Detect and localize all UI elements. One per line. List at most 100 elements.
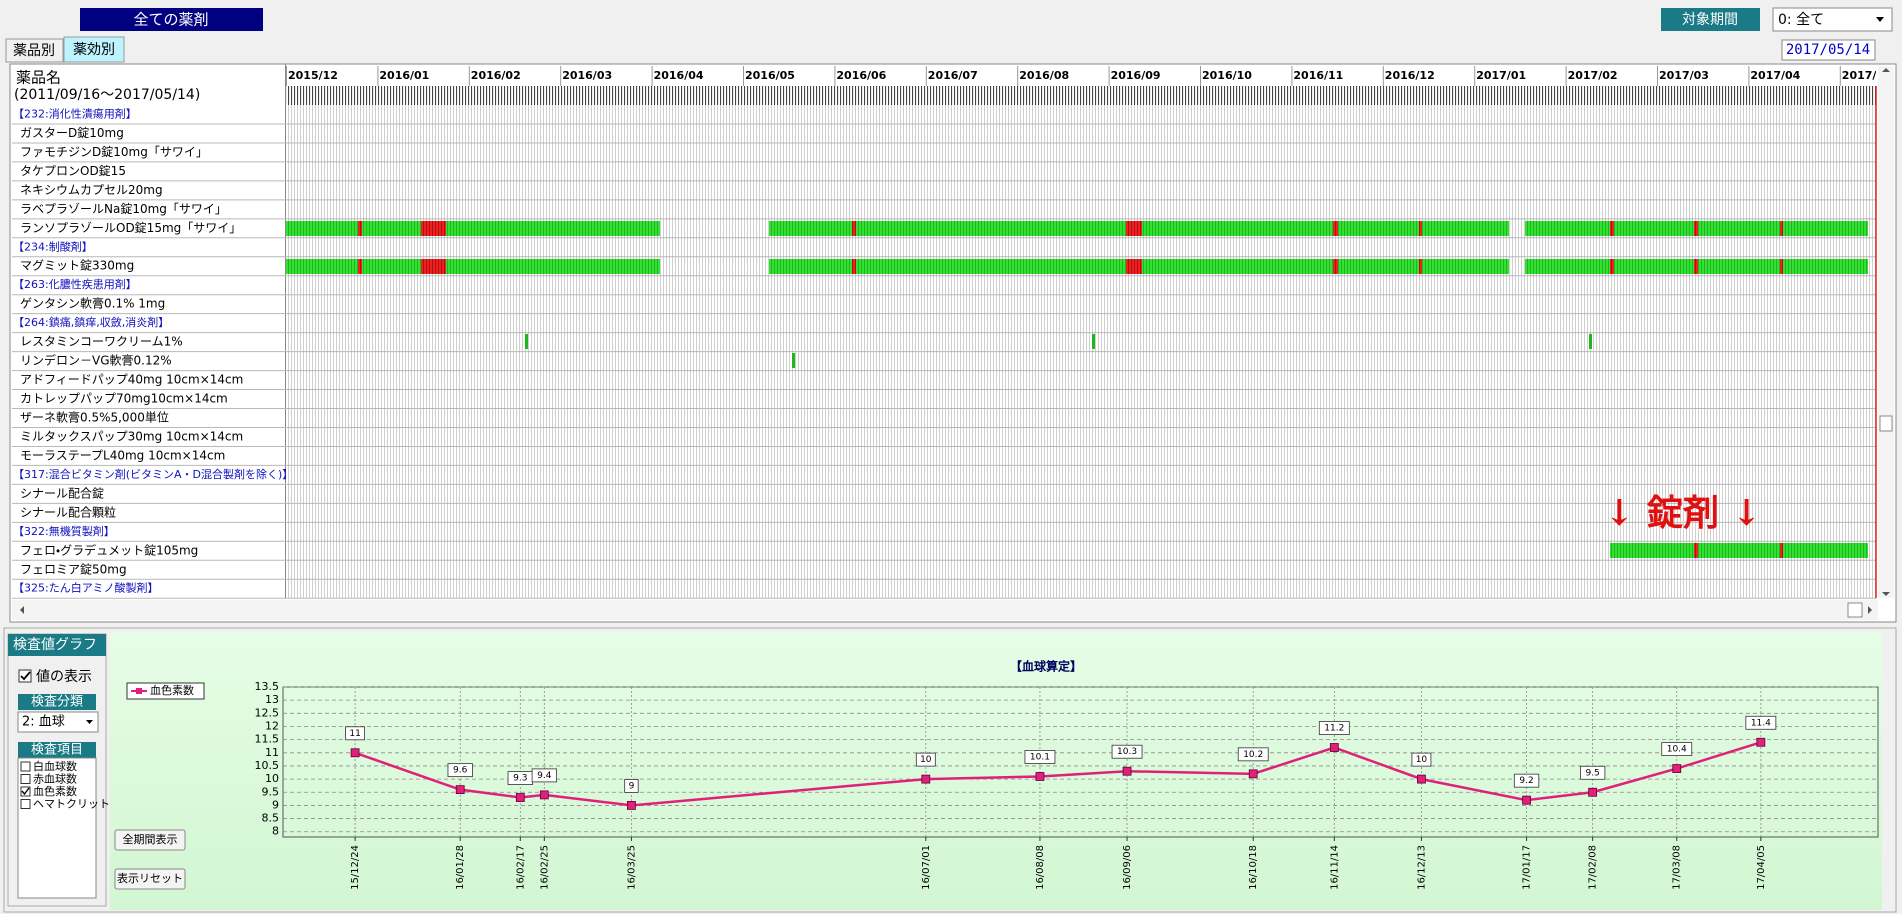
checkbox-label[interactable]: 血色素数 bbox=[33, 784, 77, 798]
drug-label: フェロミア錠50mg bbox=[20, 562, 127, 576]
dropdown-arrow[interactable] bbox=[86, 720, 93, 724]
month-label: 2017/02 bbox=[1568, 69, 1618, 82]
dose-mark bbox=[1694, 259, 1698, 274]
point bbox=[1756, 737, 1766, 747]
x-tick-label: 16/01/28 bbox=[455, 845, 466, 890]
button-label[interactable]: 全期間表示 bbox=[123, 832, 178, 846]
month-label: 2016/02 bbox=[471, 69, 521, 82]
value-label-box bbox=[1513, 773, 1540, 788]
scroll-up[interactable] bbox=[1882, 68, 1890, 72]
checkbox[interactable] bbox=[20, 786, 31, 797]
value-label: 9.2 bbox=[1519, 776, 1533, 786]
value-label-box bbox=[1579, 765, 1606, 780]
value-label-box bbox=[1745, 715, 1777, 730]
dose-bar bbox=[1092, 334, 1095, 349]
tab[interactable] bbox=[5, 38, 64, 63]
y-tick-label: 13.5 bbox=[255, 680, 280, 693]
dose-bar bbox=[286, 259, 660, 274]
check-mark[interactable] bbox=[21, 787, 30, 796]
category-label: 検査分類 bbox=[31, 695, 83, 710]
drug-label: ザーネ軟膏0.5%5,000単位 bbox=[20, 410, 169, 425]
h-scroll-thumb[interactable] bbox=[1847, 602, 1863, 618]
button[interactable] bbox=[114, 868, 186, 890]
category-label: 【263:化膿性疾患用剤】 bbox=[13, 277, 137, 291]
value-label: 11.4 bbox=[1751, 718, 1771, 728]
dose-mark bbox=[1126, 221, 1142, 236]
checkbox[interactable] bbox=[20, 774, 31, 784]
drug-rows: 【232:消化性潰瘍用剤】ガスターD錠10mg ファモチジンD錠10mg「サワイ」… bbox=[12, 106, 1876, 599]
month-label: 2017/03 bbox=[1659, 69, 1709, 82]
month-label: 2016/07 bbox=[928, 69, 978, 82]
period-select[interactable] bbox=[1772, 7, 1893, 32]
month-label: 2016/04 bbox=[654, 69, 704, 82]
check-mark[interactable] bbox=[20, 671, 31, 681]
x-tick-label: 16/03/25 bbox=[626, 845, 637, 890]
month-label: 2016/08 bbox=[1019, 69, 1069, 82]
panel-title: 検査値グラフ bbox=[13, 637, 97, 653]
annotation: ↓ 錠剤 ↓ bbox=[1604, 492, 1761, 534]
point bbox=[350, 748, 360, 758]
v-scrollbar[interactable] bbox=[1878, 66, 1894, 598]
point bbox=[1329, 743, 1339, 752]
y-tick-label: 12 bbox=[265, 719, 279, 732]
button-label[interactable]: 表示リセット bbox=[117, 872, 183, 885]
tab-active[interactable] bbox=[63, 36, 125, 63]
y-tick-label: 13 bbox=[265, 693, 279, 706]
v-scroll-thumb[interactable] bbox=[1879, 415, 1893, 432]
checkbox-label[interactable]: 値の表示 bbox=[36, 669, 92, 685]
dose-mark bbox=[1333, 259, 1338, 274]
label-box bbox=[18, 742, 96, 758]
checkbox[interactable] bbox=[20, 799, 31, 809]
category-select[interactable] bbox=[17, 711, 99, 733]
y-tick-label: 12.5 bbox=[255, 706, 280, 719]
drug-label: ゲンタシン軟膏0.1% 1mg bbox=[20, 296, 165, 311]
button[interactable] bbox=[114, 829, 186, 851]
dropdown-arrow[interactable] bbox=[1876, 17, 1884, 22]
title-box bbox=[80, 8, 263, 31]
point bbox=[1588, 787, 1598, 797]
legend-label: 血色素数 bbox=[150, 683, 194, 697]
value-label-box bbox=[531, 768, 557, 783]
value-label-box bbox=[1111, 744, 1143, 759]
checkbox-label[interactable]: 白血球数 bbox=[33, 759, 77, 773]
value-label-box bbox=[345, 726, 365, 741]
point bbox=[539, 790, 549, 800]
panel-title-box bbox=[8, 634, 106, 656]
scroll-down[interactable] bbox=[1882, 592, 1890, 596]
value-label: 11 bbox=[349, 729, 360, 739]
value-label-box bbox=[1661, 742, 1693, 756]
value-label: 10.3 bbox=[1117, 747, 1137, 757]
x-tick-label: 16/02/17 bbox=[515, 845, 526, 890]
name-header: 薬品名 bbox=[16, 69, 61, 87]
checkbox-label[interactable]: ヘマトクリット bbox=[33, 798, 110, 811]
drug-label: シナール配合顆粒 bbox=[20, 504, 116, 519]
checkbox-label[interactable]: 赤血球数 bbox=[33, 772, 77, 786]
month-label: 2016/06 bbox=[836, 69, 886, 82]
dose-mark bbox=[358, 259, 362, 274]
dose-mark bbox=[1419, 221, 1422, 236]
scroll-left[interactable] bbox=[20, 606, 24, 614]
chart-background bbox=[110, 632, 1882, 910]
plot-frame bbox=[282, 686, 1879, 838]
scroll-right[interactable] bbox=[1868, 606, 1872, 614]
x-tick-label: 17/04/05 bbox=[1756, 845, 1767, 890]
month-label: 2016/05 bbox=[745, 69, 795, 82]
checkbox[interactable] bbox=[20, 761, 31, 772]
dose-mark bbox=[1694, 221, 1698, 236]
tab-label[interactable]: 薬品別 bbox=[13, 43, 55, 59]
dose-bar bbox=[525, 334, 528, 349]
category-label: 【264:鎮痛,鎮痒,収斂,消炎剤】 bbox=[13, 315, 169, 329]
drug-label: ファモチジンD錠10mg「サワイ」 bbox=[20, 145, 208, 159]
category-select-value[interactable]: 2: 血球 bbox=[22, 715, 65, 730]
x-tick-label: 16/07/01 bbox=[921, 845, 932, 890]
date: 2017/05/14 bbox=[1786, 42, 1870, 58]
period-select-value[interactable]: 0: 全て bbox=[1778, 12, 1824, 28]
tab-label[interactable]: 薬効別 bbox=[73, 42, 115, 58]
h-scrollbar[interactable] bbox=[12, 600, 1878, 620]
period-label-box bbox=[1661, 8, 1760, 31]
month-header: 2015/12 2016/01 2016/02 2016/03 2016/04 2016/… bbox=[286, 66, 1876, 86]
value-label-box bbox=[624, 779, 639, 793]
point bbox=[627, 801, 636, 810]
dose-bar bbox=[1610, 543, 1868, 558]
